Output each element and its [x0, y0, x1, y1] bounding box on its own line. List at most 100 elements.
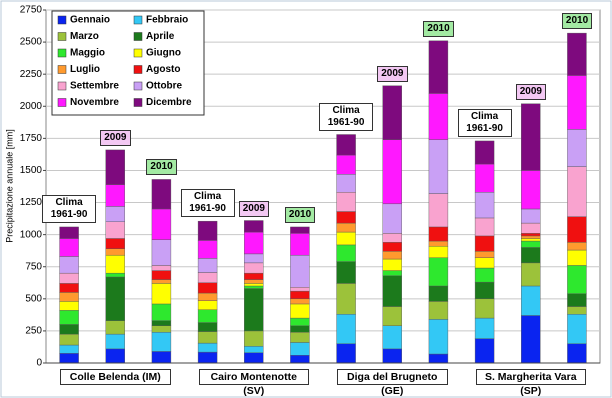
bar-segment: [290, 303, 310, 319]
bar-segment: [59, 310, 79, 325]
bar-segment: [197, 351, 218, 364]
bar-segment: [474, 217, 495, 237]
bar-segment: [474, 257, 495, 269]
legend-swatch: [57, 48, 67, 58]
bar-segment: [382, 139, 402, 205]
bar-segment: [105, 206, 125, 222]
legend-swatch: [57, 98, 67, 107]
bar-segment: [290, 298, 310, 305]
bar-segment: [567, 166, 587, 217]
bar-label: 2010: [561, 13, 593, 30]
bar-segment: [197, 342, 218, 353]
bar-label: Clima 1961-90: [319, 102, 374, 131]
bar-segment: [244, 262, 264, 274]
bar-segment: [151, 283, 172, 305]
bar-segment: [59, 256, 79, 274]
bar-segment: [244, 288, 264, 332]
bar-segment: [567, 249, 587, 266]
legend-label: Maggio: [70, 48, 105, 59]
bar-segment: [336, 343, 356, 364]
bar-segment: [151, 331, 172, 352]
bar-segment: [197, 258, 218, 273]
bar-segment: [428, 301, 449, 320]
bar-segment: [521, 103, 541, 171]
bar-segment: [474, 338, 495, 364]
bar-segment: [59, 301, 79, 311]
bar-segment: [382, 275, 402, 307]
legend-label: Settembre: [70, 81, 119, 92]
bar-label: 2010: [146, 159, 177, 176]
bar-segment: [244, 283, 264, 287]
bar-segment: [567, 306, 587, 315]
bar-segment: [59, 238, 79, 257]
bar-segment: [336, 174, 356, 193]
bar-segment: [197, 292, 218, 301]
bar-segment: [151, 279, 172, 284]
bar-segment: [59, 344, 79, 354]
bar-segment: [105, 348, 125, 364]
bar-segment: [290, 254, 310, 288]
legend-swatch: [133, 65, 143, 74]
bar-segment: [197, 220, 218, 241]
bar-segment: [521, 222, 541, 234]
bar-segment: [290, 342, 310, 356]
legend-swatch: [133, 98, 143, 107]
bar-segment: [151, 303, 172, 321]
bar-segment: [197, 272, 218, 283]
bar-segment: [336, 222, 356, 233]
bar-segment: [59, 333, 79, 346]
bar-segment: [567, 293, 587, 307]
bar-segment: [105, 272, 125, 278]
bar-segment: [290, 331, 310, 343]
bar-segment: [336, 134, 356, 156]
bar-segment: [382, 242, 402, 252]
bar-segment: [290, 325, 310, 333]
legend-swatch: [133, 48, 143, 58]
bar-segment: [105, 276, 125, 321]
bar-segment: [521, 233, 541, 237]
bar-segment: [428, 226, 449, 242]
bar-segment: [290, 290, 310, 300]
legend-swatch: [57, 32, 67, 41]
bar-segment: [474, 140, 495, 165]
bar-segment: [382, 258, 402, 271]
legend-swatch: [57, 65, 67, 74]
bar-segment: [521, 235, 541, 239]
bar-segment: [336, 244, 356, 262]
bar-segment: [336, 211, 356, 224]
bar-segment: [290, 287, 310, 292]
bar-segment: [567, 265, 587, 294]
bar-segment: [428, 319, 449, 355]
bar-segment: [474, 192, 495, 219]
bar-segment: [382, 233, 402, 243]
bar-label: Clima 1961-90: [42, 194, 97, 223]
bar-segment: [567, 216, 587, 243]
bar-segment: [521, 262, 541, 287]
bar-segment: [197, 240, 218, 259]
y-axis-label: Precipitazione annuale [mm]: [4, 129, 14, 243]
legend-label: Luglio: [70, 64, 100, 75]
bar-segment: [244, 330, 264, 347]
bar-segment: [244, 272, 264, 280]
bar-segment: [151, 270, 172, 280]
bar-segment: [428, 257, 449, 287]
bar-segment: [105, 149, 125, 185]
bar-segment: [59, 283, 79, 293]
group-label: Diga del Brugneto (GE): [337, 369, 448, 397]
bar-label: Clima 1961-90: [180, 189, 235, 218]
bar-segment: [151, 325, 172, 333]
bar-segment: [521, 238, 541, 242]
legend-label: Aprile: [146, 31, 175, 42]
y-tick-label: 1000: [20, 229, 43, 240]
bar-segment: [244, 231, 264, 255]
y-tick-label: 2250: [20, 69, 43, 80]
bar-segment: [105, 320, 125, 335]
bar-segment: [474, 317, 495, 339]
bar-segment: [567, 242, 587, 251]
legend-label: Giugno: [146, 48, 181, 59]
bar-segment: [474, 163, 495, 193]
bar-segment: [567, 343, 587, 364]
